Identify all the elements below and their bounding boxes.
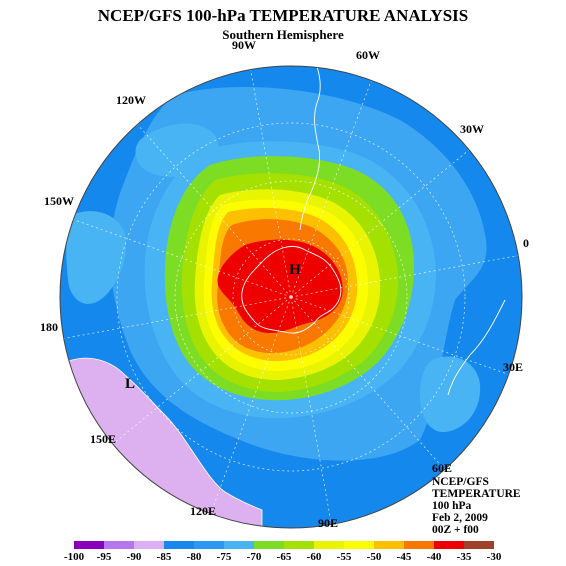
lat-lon-grid	[60, 66, 522, 528]
legend-tick-label: -100	[63, 551, 85, 563]
legend-tick-label: -50	[366, 551, 382, 563]
legend-swatch	[434, 541, 464, 549]
legend-tick-label: -40	[426, 551, 442, 563]
antarctica-coast	[241, 246, 342, 334]
legend-swatch	[254, 541, 284, 549]
info-level: 100 hPa	[432, 500, 472, 512]
lon-label-90w: 90W	[232, 38, 256, 52]
info-model: NCEP/GFS	[432, 476, 489, 488]
legend-swatch	[284, 541, 314, 549]
page-subtitle: Southern Hemisphere	[222, 27, 344, 42]
legend-tick-label: -80	[186, 551, 202, 563]
legend-tick-label: -55	[336, 551, 352, 563]
info-field: TEMPERATURE	[432, 488, 521, 500]
high-pressure-marker: H	[289, 262, 301, 278]
legend-swatch	[344, 541, 374, 549]
legend-swatch	[74, 541, 104, 549]
info-time: 00Z + f00	[432, 524, 479, 536]
info-block: NCEP/GFS TEMPERATURE 100 hPa Feb 2, 2009…	[432, 476, 521, 536]
legend-ticks: -100 -95 -90 -85 -80 -75 -70 -65 -60 -55 -50 -45 -40…	[0, 551, 566, 565]
africa-coast	[447, 299, 506, 396]
south-america-coast	[299, 66, 321, 231]
legend-swatch	[314, 541, 344, 549]
lon-label-150e: 150E	[90, 432, 117, 446]
legend-tick-label: -30	[486, 551, 502, 563]
globe	[60, 66, 522, 528]
legend-tick-label: -65	[276, 551, 292, 563]
lon-label-120e: 120E	[190, 504, 217, 518]
lon-label-60w: 60W	[356, 48, 380, 62]
legend-swatch	[164, 541, 194, 549]
lon-label-120w: 120W	[116, 93, 146, 107]
lon-label-30w: 30W	[460, 122, 484, 136]
lon-label-90e: 90E	[318, 516, 339, 530]
low-pressure-marker: L	[125, 376, 135, 392]
legend-tick-label: -60	[306, 551, 322, 563]
lon-label-60e: 60E	[432, 461, 453, 475]
legend-tick-label: -45	[396, 551, 412, 563]
legend-swatch	[194, 541, 224, 549]
legend-swatch	[404, 541, 434, 549]
lon-label-30e: 30E	[503, 360, 524, 374]
legend-tick-label: -90	[126, 551, 142, 563]
legend-tick-label: -75	[216, 551, 232, 563]
page-title: NCEP/GFS 100-hPa TEMPERATURE ANALYSIS	[97, 6, 469, 25]
legend-swatch	[134, 541, 164, 549]
core-minus-40	[217, 239, 343, 333]
globe-outline	[59, 65, 523, 529]
info-date: Feb 2, 2009	[432, 512, 488, 524]
legend-swatch	[464, 541, 494, 549]
legend-swatch	[104, 541, 134, 549]
legend-swatch	[374, 541, 404, 549]
legend-tick-label: -70	[246, 551, 262, 563]
legend-tick-label: -95	[96, 551, 112, 563]
lon-label-0: 0	[523, 236, 529, 250]
lon-label-150w: 150W	[44, 194, 74, 208]
legend-swatch	[224, 541, 254, 549]
legend-tick-label: -85	[156, 551, 172, 563]
lightblue-patch-left	[66, 211, 126, 304]
lon-label-180: 180	[40, 320, 58, 334]
lightblue-patch-right	[420, 356, 481, 433]
legend-tick-label: -35	[456, 551, 472, 563]
